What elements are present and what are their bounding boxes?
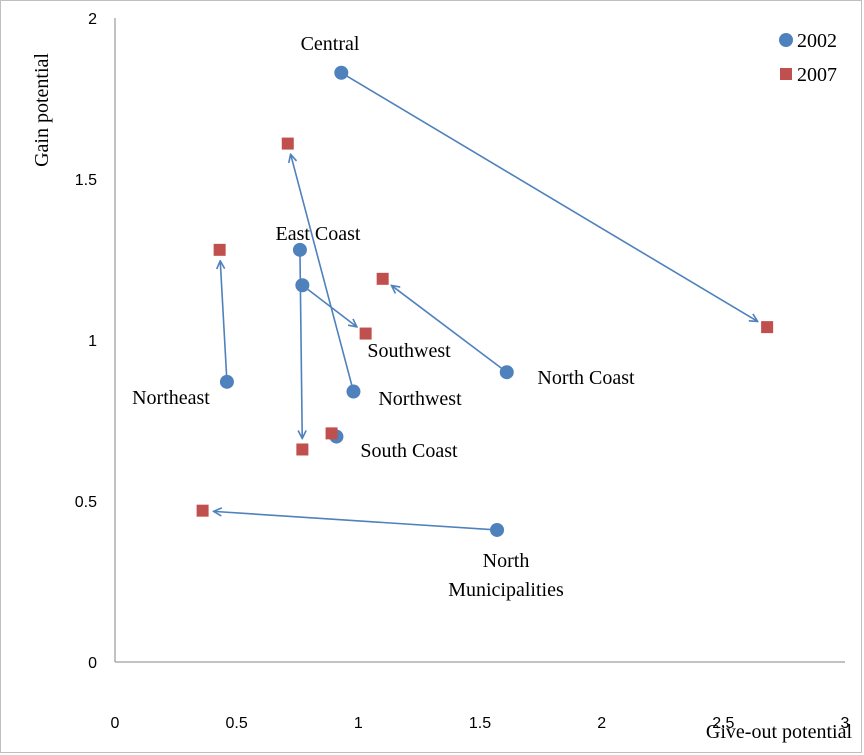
marker-2007-north-coast — [376, 272, 389, 285]
x-tick-label: 3 — [841, 715, 850, 732]
legend-marker-2007 — [780, 68, 792, 80]
legend-label: 2007 — [797, 64, 837, 86]
legend: 2002 2007 — [779, 30, 837, 86]
legend-label: 2002 — [797, 30, 837, 52]
x-axis-ticks: 0 0.5 1 1.5 2 2.5 3 — [111, 715, 850, 732]
marker-2007-north-municipalities — [196, 504, 209, 517]
marker-2002-central — [334, 65, 349, 80]
markers — [196, 65, 774, 537]
marker-2007-east-coast — [296, 443, 309, 456]
marker-2002-north-municipalities — [490, 522, 505, 537]
point-labels: Central East Coast Southwest Northeast North… — [132, 33, 635, 601]
y-axis-title: Gain potential — [31, 53, 53, 167]
x-tick-label: 2.5 — [712, 715, 734, 732]
x-tick-label: 0.5 — [226, 715, 248, 732]
x-tick-label: 0 — [111, 715, 120, 732]
point-label: Northeast — [132, 387, 210, 409]
y-tick-label: 1 — [88, 333, 97, 350]
y-axis-ticks: 0 0.5 1 1.5 2 — [75, 11, 97, 672]
x-tick-label: 1 — [354, 715, 363, 732]
point-label: North — [483, 550, 530, 572]
point-label: East Coast — [276, 223, 361, 245]
x-tick-label: 2 — [597, 715, 606, 732]
marker-2007-northeast — [213, 243, 226, 256]
point-label: South Coast — [360, 440, 458, 462]
marker-2002-northwest — [346, 384, 361, 399]
marker-2002-north-coast — [499, 365, 514, 380]
arrows — [214, 75, 758, 531]
marker-2002-northeast — [219, 374, 234, 389]
point-label: Northwest — [378, 388, 462, 410]
arrow-north-coast — [391, 285, 503, 370]
y-tick-label: 0.5 — [75, 494, 97, 511]
marker-2007-northwest — [281, 137, 294, 150]
point-label: Southwest — [367, 340, 451, 362]
marker-2007-southwest — [359, 327, 372, 340]
y-tick-label: 0 — [88, 655, 97, 672]
marker-2002-southwest — [295, 278, 310, 293]
point-label: Municipalities — [448, 579, 564, 601]
y-tick-label: 1.5 — [75, 172, 97, 189]
legend-marker-2002 — [779, 33, 793, 47]
x-tick-label: 1.5 — [469, 715, 491, 732]
y-tick-label: 2 — [88, 11, 97, 28]
arrow-northwest — [291, 154, 353, 386]
marker-2007-south-coast — [325, 427, 338, 440]
point-label: Central — [301, 33, 360, 55]
marker-2007-central — [761, 321, 774, 334]
arrow-north-municipalities — [214, 511, 492, 531]
marker-2002-east-coast — [292, 242, 307, 257]
point-label: North Coast — [537, 367, 635, 389]
arrow-northeast — [220, 261, 228, 376]
axes — [114, 18, 845, 663]
x-axis-title: Give-out potential — [706, 721, 853, 743]
arrow-central — [346, 75, 757, 322]
